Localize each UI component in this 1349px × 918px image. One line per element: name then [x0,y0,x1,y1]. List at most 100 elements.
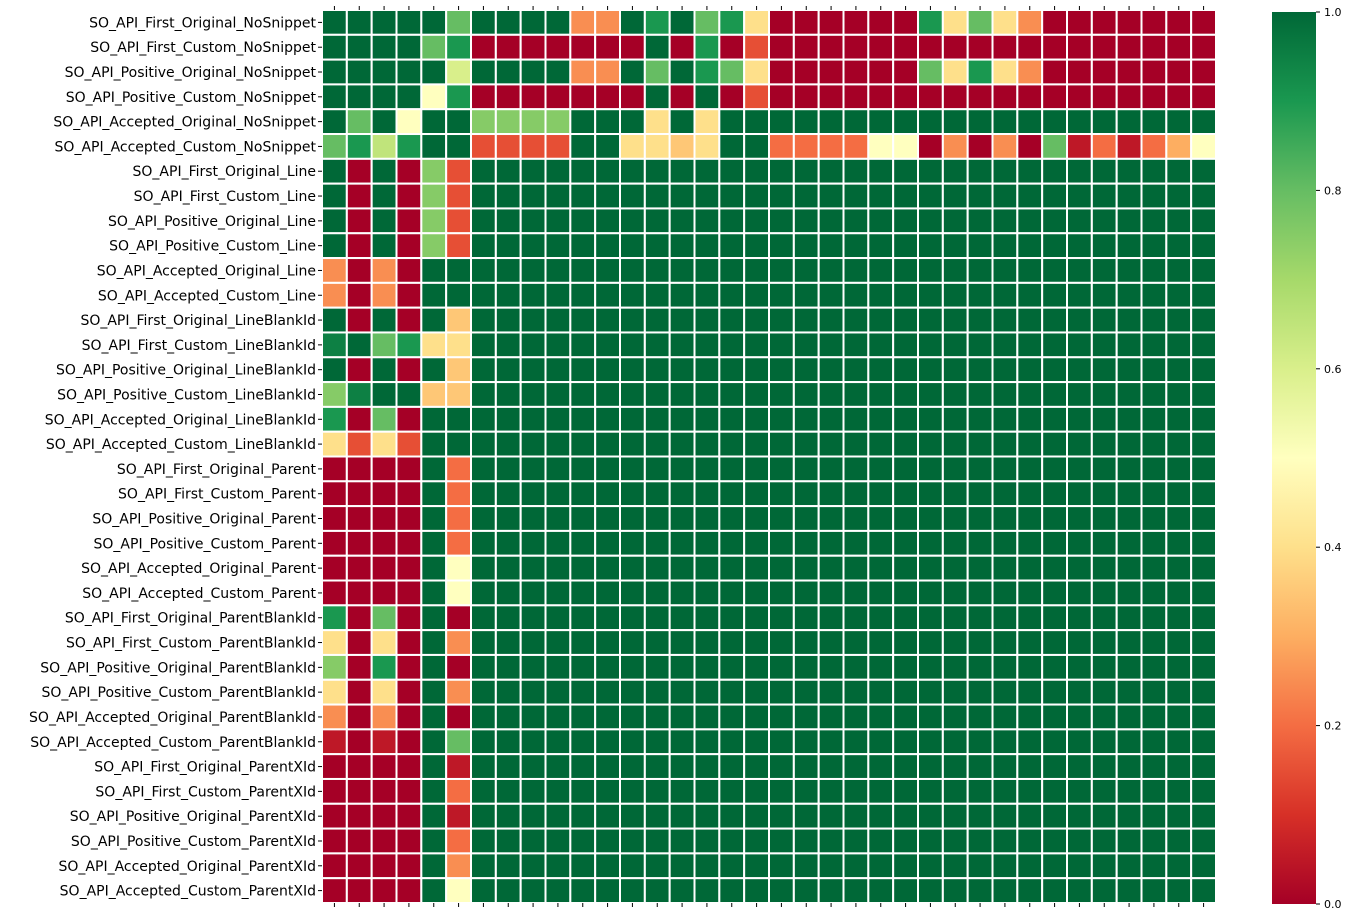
heatmap-cell [892,430,920,458]
heatmap-cell [1041,133,1068,160]
heatmap-cell [594,356,622,384]
heatmap-cell [718,827,746,855]
heatmap-cell [1115,133,1143,160]
heatmap-cell [668,331,696,359]
heatmap-cell [519,306,547,334]
heatmap-cell [643,480,671,508]
heatmap-cell [321,182,348,210]
heatmap-cell [594,629,622,656]
heatmap-cell [1090,281,1118,309]
heatmap-cell [668,529,696,557]
heatmap-cell [917,83,944,111]
heatmap-cell [619,852,646,880]
heatmap-cell [1090,505,1118,532]
heatmap-cell [569,356,597,384]
heatmap-cell [668,108,696,136]
heatmap-cell [693,33,721,61]
heatmap-cell [1190,108,1217,136]
heatmap-cell [668,480,696,508]
heatmap-cell [817,827,845,855]
heatmap-cell [370,207,398,235]
heatmap-cell [470,852,497,880]
heatmap-cell [966,554,994,582]
heatmap-cell [619,430,646,458]
heatmap-cell [494,281,522,309]
heatmap-cell [693,653,721,681]
heatmap-cell [718,777,746,805]
heatmap-cell [867,9,895,36]
heatmap-cell [792,33,820,61]
heatmap-cell [494,604,522,632]
colorbar-tick-label: 0.6 [1324,363,1342,376]
heatmap-cell [1140,529,1168,557]
heatmap-cell [693,182,721,210]
heatmap-cell [1041,703,1068,731]
heatmap-cell [743,877,771,905]
heatmap-cell [1066,678,1093,706]
heatmap-cell [842,802,870,830]
heatmap-cell [594,728,622,756]
heatmap-cell [1140,852,1168,880]
heatmap-cell [966,777,994,805]
heatmap-cell [643,529,671,557]
heatmap-cell [1190,827,1217,855]
heatmap-cell [991,728,1019,756]
heatmap-cell [321,703,348,731]
heatmap-cell [370,356,398,384]
heatmap-cell [619,9,646,36]
heatmap-cell [544,554,572,582]
heatmap-cell [1016,678,1044,706]
heatmap-cell [544,604,572,632]
heatmap-cell [569,554,597,582]
heatmap-cell [619,554,646,582]
heatmap-cell [643,579,671,607]
heatmap-cell [892,604,920,632]
heatmap-cell [494,257,522,284]
heatmap-cell [395,703,423,731]
heatmap-cell [544,728,572,756]
heatmap-cell [519,604,547,632]
heatmap-cell [966,232,994,260]
heatmap-cell [768,430,795,458]
colorbar-tick-label: 0.4 [1324,541,1342,554]
heatmap-cell [544,9,572,36]
heatmap-cell [445,281,472,309]
heatmap-cell [792,108,820,136]
heatmap-cell [668,455,696,483]
heatmap-cell [321,9,348,36]
heatmap-cell [594,232,622,260]
heatmap-cell [1190,480,1217,508]
heatmap-cell [370,777,398,805]
heatmap-cell [321,33,348,61]
heatmap-cell [321,83,348,111]
heatmap-cell [768,207,795,235]
heatmap-cell [619,827,646,855]
heatmap-cell [1090,356,1118,384]
heatmap-cell [768,257,795,284]
heatmap-cell [941,703,969,731]
heatmap-cell [470,405,497,433]
heatmap-cell [1140,877,1168,905]
heatmap-cell [1190,703,1217,731]
heatmap-cell [1066,133,1093,160]
heatmap-cell [966,58,994,86]
heatmap-cell [718,579,746,607]
heatmap-cell [1090,529,1118,557]
heatmap-cell [470,753,497,780]
heatmap-cell [718,653,746,681]
heatmap-cell [519,182,547,210]
heatmap-cell [817,9,845,36]
heatmap-cell [345,381,373,408]
heatmap-cell [966,108,994,136]
heatmap-cell [991,554,1019,582]
heatmap-cell [1090,554,1118,582]
heatmap-cell [1140,182,1168,210]
heatmap-cell [842,405,870,433]
heatmap-cell [519,405,547,433]
heatmap-cell [1115,157,1143,185]
heatmap-cell [1016,381,1044,408]
colorbar-ticks: 0.0 0.2 0.4 0.6 0.8 1.0 [1316,6,1342,911]
heatmap-cell [370,281,398,309]
heatmap-cell [420,405,448,433]
